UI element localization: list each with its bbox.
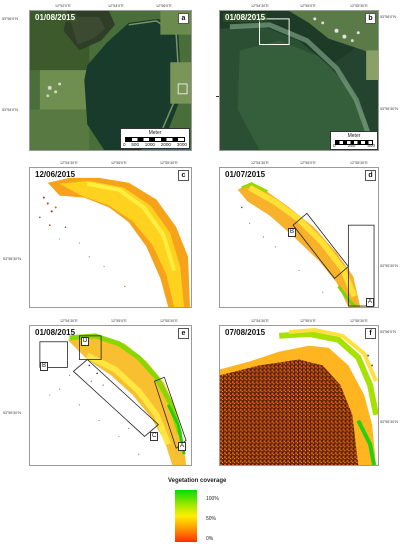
legend-color-ramp [175,490,197,542]
box-label-a: A [366,298,375,307]
box-label-b: B [40,362,49,371]
coord-top: 12°54'0"E [108,4,124,8]
legend-mid-label: 50% [206,516,217,522]
coord-left: 53°55'30"N [3,257,21,261]
coord-top: 12°55'0"E [300,161,316,165]
box-label-c: C [150,432,159,441]
scale-tick: 500 [131,142,139,147]
scale-unit: Meter [148,130,162,136]
legend-title: Vegetation coverage [168,478,227,484]
scale-unit: Meter [347,133,361,139]
panel-date: 01/08/2015 [223,13,268,22]
coord-top: 12°54'30"E [60,161,78,165]
scale-tick: 0 [123,142,126,147]
panel-f-coverage-map: 07/08/2015 f [219,325,379,466]
coord-right: 53°56'0"N [380,330,396,334]
scale-tick: 500 [367,143,375,148]
coord-left: 53°56'0"N [2,17,18,21]
coverage-map-f [220,326,378,465]
scale-tick: 0 [333,143,336,148]
coord-top: 12°55'30"E [350,319,368,323]
panel-letter: d [365,170,376,181]
panel-letter: a [178,13,189,24]
coord-top: 12°55'0"E [111,161,127,165]
coord-right: 53°55'30"N [380,420,398,424]
scale-bar: Meter 0 500 1000 2000 3000 [120,128,190,149]
scale-tick: 3000 [176,142,187,147]
panel-date: 12/06/2015 [35,170,76,179]
coord-right: 53°55'30"N [380,264,398,268]
coord-top: 12°55'30"E [350,4,368,8]
panel-letter: b [365,13,376,24]
coord-top: 12°55'0"E [300,4,316,8]
box-label-d: D [81,337,90,346]
panel-d-coverage-map: 01/07/2015 d A B [219,167,379,308]
coord-right: 53°55'30"N [380,107,398,111]
satellite-image-b [220,11,378,150]
coord-left: 53°55'30"N [3,411,21,415]
axis-tick [216,96,221,97]
panel-date: 07/08/2015 [225,328,266,337]
panel-e-coverage-map: 01/08/2015 e A B C D [29,325,192,466]
coord-left: 53°54'0"N [2,108,18,112]
coverage-map-d [237,182,375,307]
coord-top: 12°52'0"E [55,4,71,8]
box-label-a: A [178,442,187,451]
box-label-b: B [288,228,297,237]
panel-letter: c [178,170,189,181]
coord-top: 12°55'30"E [350,161,368,165]
coord-top: 12°54'30"E [60,319,78,323]
scale-bar: Meter 0 250 500 [330,131,378,150]
panel-a-satellite-overview: 01/08/2015 a Meter 0 500 1000 2000 3000 [29,10,192,151]
coord-top: 12°54'30"E [251,4,269,8]
scale-tick: 2000 [160,142,171,147]
scale-bar-graphic [335,140,373,145]
coord-top: 12°56'0"E [156,4,172,8]
panel-date: 01/08/2015 [33,13,78,22]
coverage-map-c [39,177,191,307]
scale-tick: 1000 [144,142,155,147]
coord-right: 53°56'0"N [380,15,396,19]
coord-top: 12°55'30"E [160,161,178,165]
scale-bar-graphic [125,137,185,142]
legend-min-label: 0% [206,536,214,542]
coord-top: 12°55'0"E [300,319,316,323]
scale-ticks: 0 250 500 [333,143,375,148]
coord-top: 12°55'30"E [160,319,178,323]
panel-c-coverage-map: 12/06/2015 c [29,167,192,308]
legend-max-label: 100% [206,496,219,502]
panel-b-satellite-zoom: 01/08/2015 b Meter 0 250 500 [219,10,379,151]
panel-letter: e [178,328,189,339]
coord-top: 12°55'0"E [111,319,127,323]
coord-top: 12°54'30"E [251,161,269,165]
coverage-map-e [39,333,187,465]
scale-ticks: 0 500 1000 2000 3000 [123,142,187,147]
coord-top: 12°54'30"E [251,319,269,323]
panel-letter: f [365,328,376,339]
panel-date: 01/07/2015 [225,170,266,179]
scale-tick: 250 [347,143,356,148]
panel-date: 01/08/2015 [35,328,76,337]
